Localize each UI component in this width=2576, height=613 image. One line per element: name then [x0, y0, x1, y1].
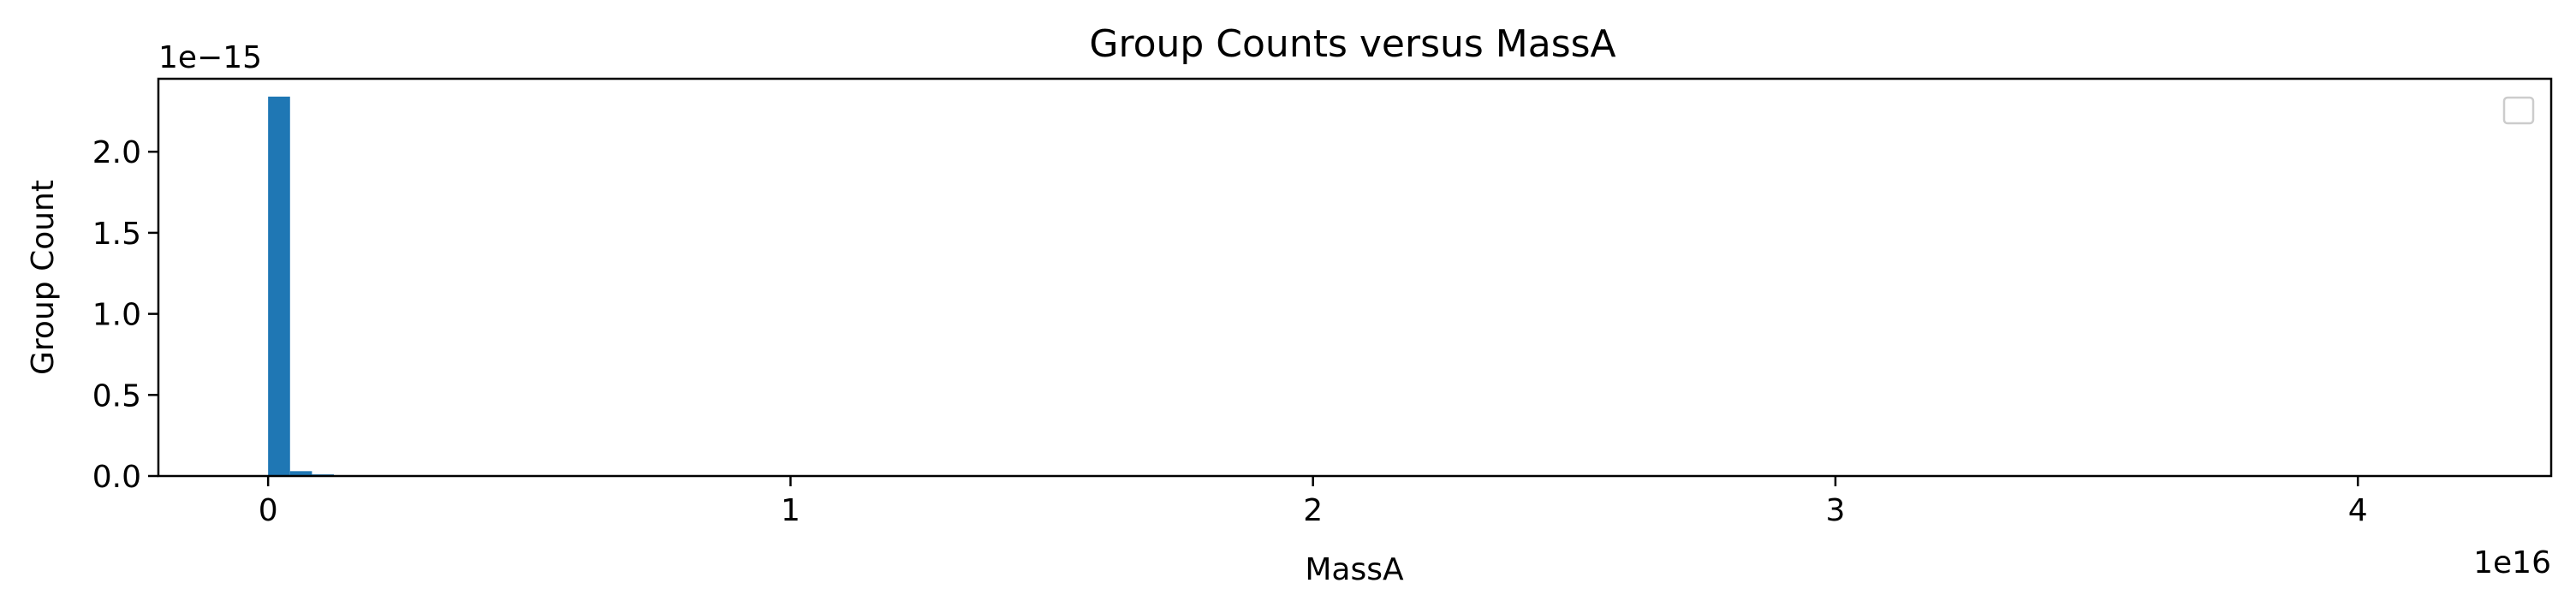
x-axis-label: MassA: [1305, 552, 1404, 587]
histogram-bar: [289, 471, 312, 476]
y-axis-label: Group Count: [26, 180, 61, 375]
y-tick-label: 1.5: [92, 217, 141, 252]
x-tick-label: 1: [781, 493, 800, 528]
x-tick-label: 0: [259, 493, 278, 528]
x-offset-label: 1e16: [2473, 545, 2551, 580]
legend-box: [2502, 96, 2535, 125]
y-ticks-group: 0.0 0.5 1.0 1.5 2.0: [92, 135, 158, 495]
bars-group: [268, 96, 378, 477]
x-ticks-group: 0 1 2 3 4: [259, 476, 2368, 528]
x-tick-label: 3: [1825, 493, 1845, 528]
y-tick-label: 2.0: [92, 135, 141, 170]
y-tick-label: 0.5: [92, 378, 141, 414]
x-tick-label: 2: [1303, 493, 1323, 528]
chart-title: Group Counts versus MassA: [1089, 22, 1615, 66]
plot-frame: [157, 77, 2553, 478]
y-tick-label: 1.0: [92, 298, 141, 333]
histogram-bar: [268, 96, 290, 477]
x-tick-label: 4: [2348, 493, 2368, 528]
y-tick-label: 0.0: [92, 460, 141, 495]
y-offset-label: 1e−15: [158, 40, 262, 75]
